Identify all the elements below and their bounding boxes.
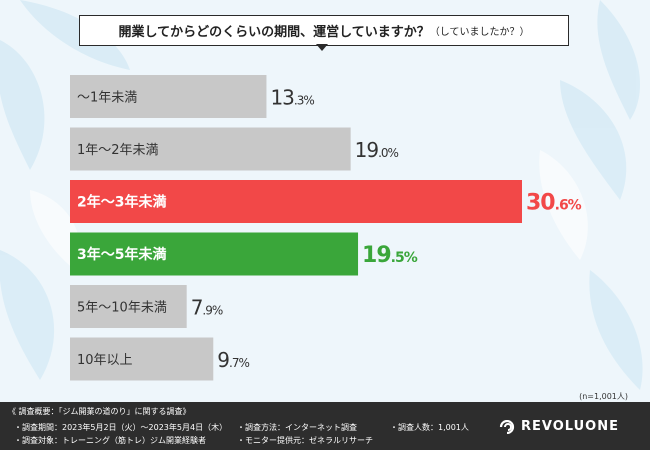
survey-method: ・調査方法：インターネット調査	[237, 423, 357, 432]
bar-5	[70, 337, 214, 381]
bar-0	[70, 75, 267, 118]
title-main: 開業してからどのくらいの期間、運営していますか？	[118, 25, 430, 40]
category-label-0: ～1年未満	[77, 91, 137, 106]
value-label-2: 30.6%	[526, 191, 582, 216]
survey-period: ・調査期間：2023年5月2日（火）～2023年5月4日（木）	[14, 423, 228, 432]
value-label-1: 19.0%	[355, 138, 399, 162]
logo-text: REVOLUONE	[521, 419, 619, 434]
chart-title: 開業してからどのくらいの期間、運営していますか？ （していましたか？）	[79, 15, 569, 46]
value-label-0: 13.3%	[270, 86, 314, 110]
survey-heading: 《 調査概要：「ジム開業の道のり」に関する調査》	[8, 407, 191, 416]
survey-target: ・調査対象：トレーニング（筋トレ）ジム開業経験者	[14, 436, 206, 445]
logo-mark-icon	[499, 419, 515, 434]
survey-count: ・調査人数：1,001人	[390, 423, 469, 432]
bar-1	[70, 127, 351, 171]
bar-4	[70, 285, 187, 328]
value-label-3: 19.5%	[362, 243, 418, 268]
bar-chart: ～1年未満 13.3% 1年～2年未満 19.0% 2年～3年未満 30.6% 3年～5年未…	[70, 75, 583, 381]
title-sub: （していましたか？）	[429, 27, 530, 38]
survey-provider: ・モニター提供元：ゼネラルリサーチ	[237, 436, 373, 445]
bar-2	[70, 180, 522, 223]
sample-size-note: (n=1,001人)	[579, 392, 628, 401]
category-label-1: 1年～2年未満	[77, 143, 159, 158]
category-label-5: 10年以上	[77, 353, 133, 368]
value-label-4: 7.9%	[191, 296, 223, 320]
value-label-5: 9.7%	[217, 348, 249, 372]
footer-bar: 《 調査概要：「ジム開業の道のり」に関する調査》 ・調査期間：2023年5月2日…	[0, 402, 650, 450]
category-label-3: 3年～5年未満	[77, 246, 166, 263]
title-pointer	[316, 44, 328, 51]
category-label-2: 2年～3年未満	[77, 194, 166, 211]
revoluone-logo: REVOLUONE	[499, 419, 619, 434]
category-label-4: 5年～10年未満	[77, 301, 167, 316]
bar-3	[70, 232, 359, 276]
